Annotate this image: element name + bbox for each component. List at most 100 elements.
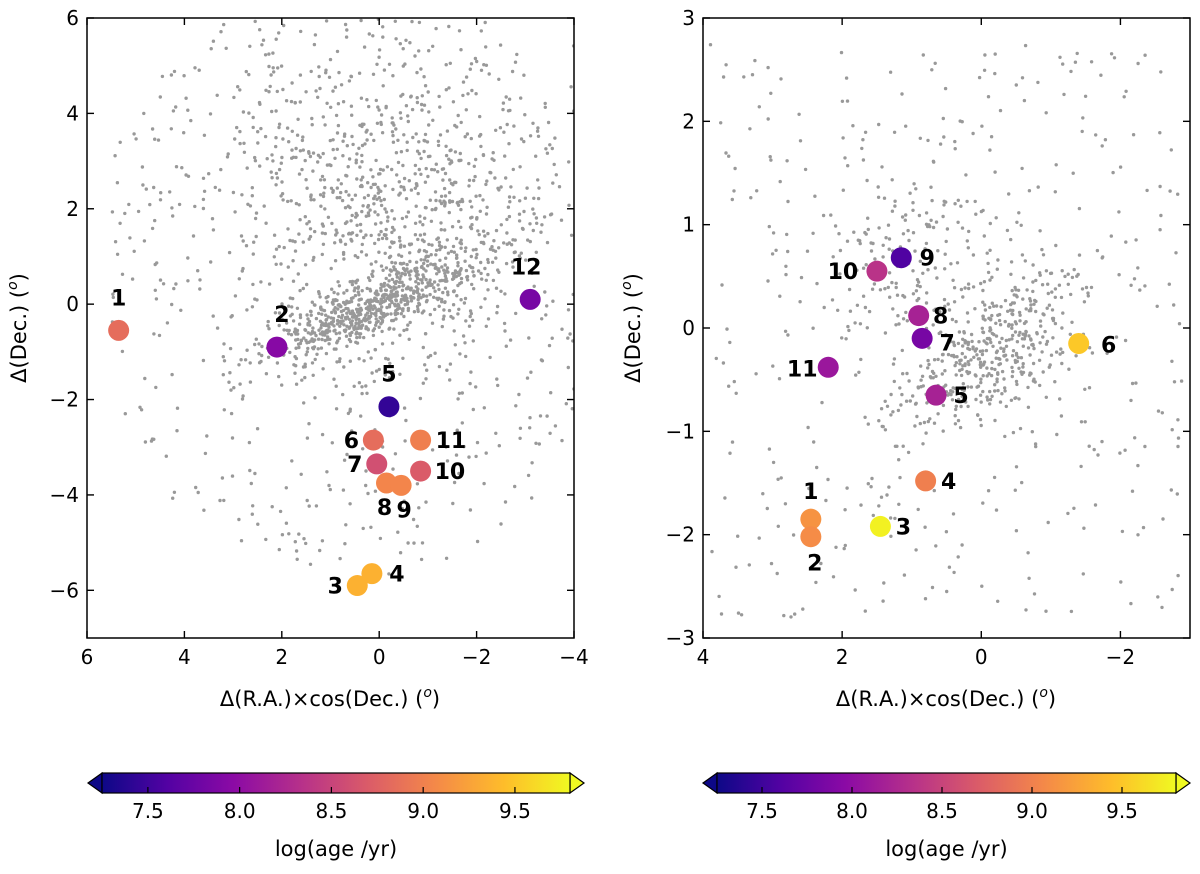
field-star-point [981, 501, 985, 505]
field-star-point [1170, 587, 1174, 592]
field-star-point [782, 613, 786, 618]
field-star-point [421, 273, 425, 277]
field-star-point [357, 357, 361, 361]
field-star-point [936, 249, 940, 253]
right-background-points [708, 43, 1184, 619]
field-star-point [264, 88, 268, 93]
field-star-point [436, 139, 441, 143]
field-star-point [1003, 434, 1007, 439]
field-star-point [227, 250, 232, 255]
field-star-point [456, 113, 460, 118]
field-star-point [294, 146, 298, 151]
field-star-point [248, 468, 252, 473]
field-star-point [279, 194, 283, 198]
field-star-point [841, 188, 845, 192]
field-star-point [367, 213, 371, 218]
field-star-point [288, 238, 292, 243]
field-star-point [917, 213, 922, 218]
field-star-point [328, 337, 332, 341]
field-star-point [170, 372, 174, 377]
field-star-point [422, 75, 426, 79]
field-star-point [998, 400, 1003, 404]
field-star-point [444, 144, 448, 148]
field-star-point [319, 204, 323, 208]
field-star-point [364, 384, 368, 388]
field-star-point [864, 263, 868, 267]
field-star-point [918, 259, 922, 263]
field-star-point [944, 239, 948, 244]
cluster-marker-4 [361, 563, 383, 585]
field-star-point [978, 349, 983, 353]
field-star-point [324, 19, 329, 23]
field-star-point [766, 117, 770, 121]
field-star-point [423, 132, 428, 137]
field-star-point [883, 428, 888, 432]
field-star-point [297, 322, 302, 326]
field-star-point [384, 106, 388, 110]
field-star-point [879, 495, 884, 499]
field-star-point [1069, 292, 1073, 297]
field-star-point [551, 181, 555, 185]
field-star-point [1003, 319, 1007, 324]
field-star-point [291, 319, 296, 323]
field-star-point [407, 179, 411, 183]
field-star-point [350, 429, 354, 433]
field-star-point [843, 156, 847, 160]
field-star-point [1014, 465, 1019, 469]
field-star-point [482, 481, 486, 486]
field-star-point [994, 304, 999, 308]
field-star-point [549, 391, 553, 395]
field-star-point [281, 198, 285, 202]
field-star-point [179, 308, 183, 312]
field-star-point [1029, 303, 1033, 307]
field-star-point [381, 268, 385, 272]
field-star-point [468, 67, 472, 71]
field-star-point [322, 323, 326, 327]
field-star-point [725, 327, 729, 331]
field-star-point [779, 476, 783, 480]
field-star-point [337, 336, 342, 341]
field-star-point [329, 186, 334, 190]
field-star-point [1014, 379, 1019, 384]
field-star-point [359, 96, 364, 100]
field-star-point [323, 231, 327, 236]
field-star-point [439, 194, 444, 198]
field-star-point [336, 123, 341, 128]
field-star-point [240, 397, 245, 401]
field-star-point [838, 272, 842, 276]
field-star-point [400, 262, 404, 266]
field-star-point [851, 124, 855, 128]
right-ylabel: Δ(Dec.) (o) [619, 273, 645, 383]
field-star-point [932, 358, 937, 362]
field-star-point [503, 292, 507, 296]
field-star-point [404, 215, 409, 219]
field-star-point [946, 352, 951, 357]
field-star-point [959, 287, 964, 292]
field-star-point [238, 141, 242, 146]
field-star-point [961, 344, 965, 348]
field-star-point [367, 320, 371, 324]
field-star-point [202, 133, 207, 137]
field-star-point [396, 530, 400, 534]
field-star-point [393, 261, 398, 265]
field-star-point [730, 197, 734, 202]
field-star-point [1005, 228, 1010, 233]
field-star-point [960, 543, 964, 547]
field-star-point [307, 422, 311, 426]
field-star-point [262, 204, 266, 208]
field-star-point [327, 483, 331, 488]
field-star-point [186, 279, 190, 283]
field-star-point [326, 294, 330, 299]
field-star-point [415, 100, 420, 105]
field-star-point [536, 178, 540, 182]
field-star-point [294, 549, 299, 553]
field-star-point [536, 196, 541, 201]
field-star-point [320, 337, 324, 342]
field-star-point [1045, 306, 1049, 310]
field-star-point [439, 201, 444, 206]
field-star-point [256, 141, 260, 145]
field-star-point [175, 406, 180, 410]
field-star-point [331, 147, 335, 152]
field-star-point [335, 186, 339, 190]
field-star-point [319, 326, 323, 330]
